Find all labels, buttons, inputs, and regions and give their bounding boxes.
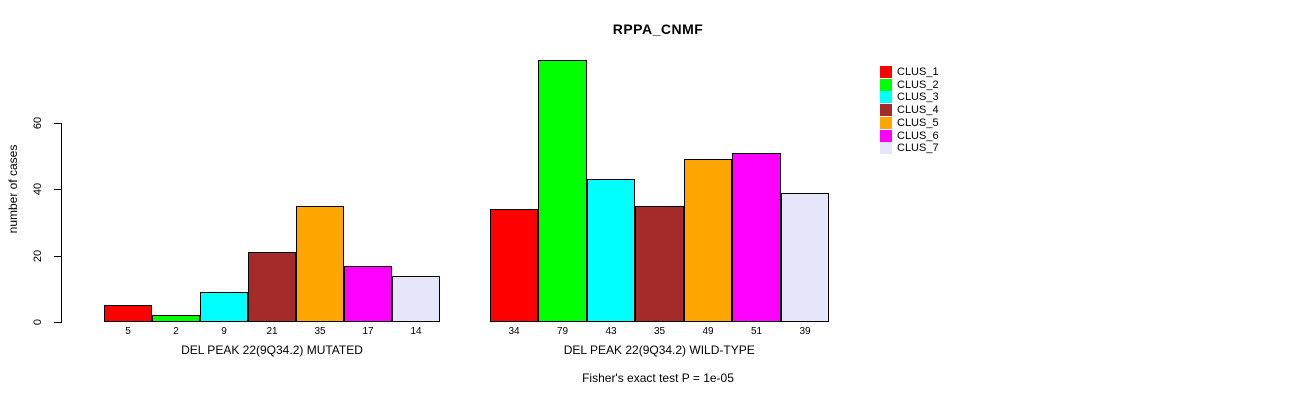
bar-clus_5	[296, 206, 344, 322]
bar-clus_3	[587, 179, 635, 322]
legend-swatch-clus_6	[880, 130, 892, 142]
bar-clus_2	[152, 315, 200, 322]
bar-value-label: 51	[750, 326, 763, 337]
legend-swatch-clus_2	[880, 79, 892, 91]
bar-clus_4	[248, 252, 296, 322]
bar-value-label: 39	[799, 326, 811, 337]
y-axis-tick	[54, 322, 61, 323]
bar-value-label: 2	[173, 326, 179, 337]
legend-swatch-clus_7	[880, 142, 892, 154]
bar-value-label: 14	[410, 326, 422, 337]
bar-value-label: 34	[508, 326, 520, 337]
bar-clus_5	[684, 159, 732, 322]
bar-value-label: 5	[125, 326, 131, 337]
legend-swatch-clus_4	[880, 104, 892, 116]
y-axis-line	[61, 123, 62, 323]
y-axis-tick	[54, 189, 61, 190]
y-axis-tick-label: 60	[32, 116, 44, 130]
bar-clus_1	[104, 305, 152, 322]
bar-clus_6	[732, 153, 781, 322]
legend-label: CLUS_1	[897, 66, 939, 78]
legend-item-clus_4: CLUS_4	[880, 104, 939, 116]
legend-swatch-clus_3	[880, 91, 892, 103]
legend-label: CLUS_6	[897, 130, 939, 142]
chart-title: RPPA_CNMF	[612, 21, 704, 37]
caption-fisher-test: Fisher's exact test P = 1e-05	[582, 371, 734, 385]
legend-label: CLUS_5	[897, 117, 939, 129]
legend-item-clus_3: CLUS_3	[880, 91, 939, 103]
legend-item-clus_7: CLUS_7	[880, 142, 939, 154]
legend-item-clus_1: CLUS_1	[880, 66, 939, 78]
legend-item-clus_6: CLUS_6	[880, 130, 939, 142]
bar-clus_4	[635, 206, 684, 322]
y-axis-tick-label: 40	[32, 182, 44, 196]
bar-clus_7	[781, 193, 829, 322]
legend-label: CLUS_7	[897, 142, 939, 154]
legend-label: CLUS_2	[897, 79, 939, 91]
bar-clus_2	[538, 60, 587, 322]
bar-value-label: 79	[556, 326, 569, 337]
legend-label: CLUS_3	[897, 91, 939, 103]
bar-clus_7	[392, 276, 440, 322]
bar-clus_3	[200, 292, 248, 322]
bar-value-label: 35	[314, 326, 326, 337]
bar-clus_1	[490, 209, 538, 322]
x-group-label: DEL PEAK 22(9Q34.2) WILD-TYPE	[563, 343, 755, 357]
legend-label: CLUS_4	[897, 104, 939, 116]
bar-value-label: 21	[266, 326, 278, 337]
bar-value-label: 35	[653, 326, 666, 337]
y-axis-tick	[54, 256, 61, 257]
y-axis-tick-label: 20	[32, 249, 44, 263]
x-group-label: DEL PEAK 22(9Q34.2) MUTATED	[181, 343, 363, 357]
legend-item-clus_5: CLUS_5	[880, 117, 939, 129]
legend-item-clus_2: CLUS_2	[880, 79, 939, 91]
y-axis-tick	[54, 123, 61, 124]
bar-value-label: 9	[221, 326, 227, 337]
bar-value-label: 49	[702, 326, 714, 337]
bar-value-label: 43	[605, 326, 617, 337]
legend-swatch-clus_1	[880, 66, 892, 78]
bar-value-label: 17	[362, 326, 374, 337]
y-axis-tick-label: 0	[32, 318, 44, 326]
bar-clus_6	[344, 266, 392, 322]
legend-swatch-clus_5	[880, 117, 892, 129]
